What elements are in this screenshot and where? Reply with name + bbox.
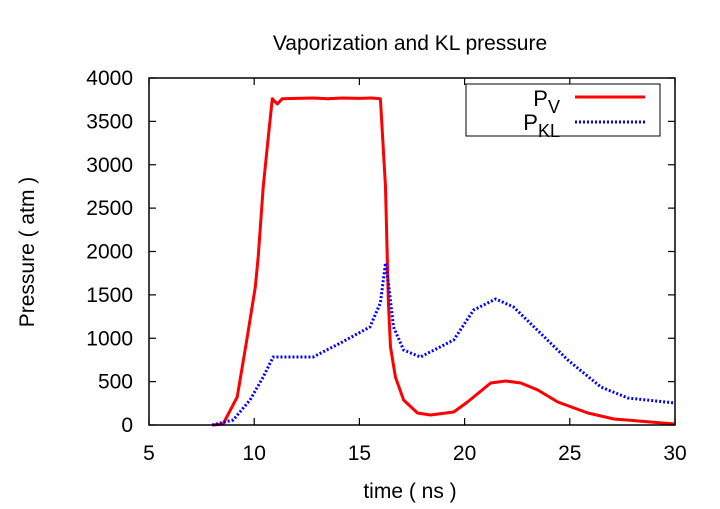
y-tick-label: 2000: [86, 241, 133, 264]
legend-box: [465, 83, 661, 137]
legend-pv-sub: V: [548, 97, 560, 117]
y-tick-label: 3500: [86, 110, 133, 133]
legend-pkl-sub: KL: [538, 121, 560, 141]
series-line-pv: [213, 96, 676, 427]
legend-pv-main: P: [533, 86, 548, 111]
plot-frame: [148, 77, 676, 426]
legend-label-pv: PV: [533, 86, 560, 117]
y-tick-label: 1000: [86, 327, 133, 350]
y-tick-label: 500: [98, 371, 133, 394]
x-tick-label: 10: [243, 442, 266, 465]
y-tick-label: 4000: [86, 67, 133, 90]
legend: PV PKL: [465, 83, 661, 141]
legend-label-pkl: PKL: [523, 110, 560, 141]
x-tick-label: 30: [663, 442, 686, 465]
axis-ticks: 5 10 15 20 25 30 0 500 1000 1500 2000 2500 3000 3500 4…: [86, 67, 686, 465]
series-line-pkl: [211, 261, 676, 427]
x-tick-label: 15: [348, 442, 371, 465]
x-tick-label: 20: [453, 442, 476, 465]
x-tick-label: 25: [558, 442, 581, 465]
series-lines: [211, 96, 676, 427]
y-tick-label: 0: [121, 414, 133, 437]
y-tick-label: 3000: [86, 154, 133, 177]
y-tick-label: 2500: [86, 197, 133, 220]
y-axis-label: Pressure ( atm ): [16, 177, 39, 328]
chart-title: Vaporization and KL pressure: [273, 32, 547, 55]
legend-pkl-main: P: [523, 110, 538, 135]
x-tick-label: 5: [143, 442, 155, 465]
x-axis-label: time ( ns ): [363, 480, 456, 503]
y-tick-label: 1500: [86, 284, 133, 307]
